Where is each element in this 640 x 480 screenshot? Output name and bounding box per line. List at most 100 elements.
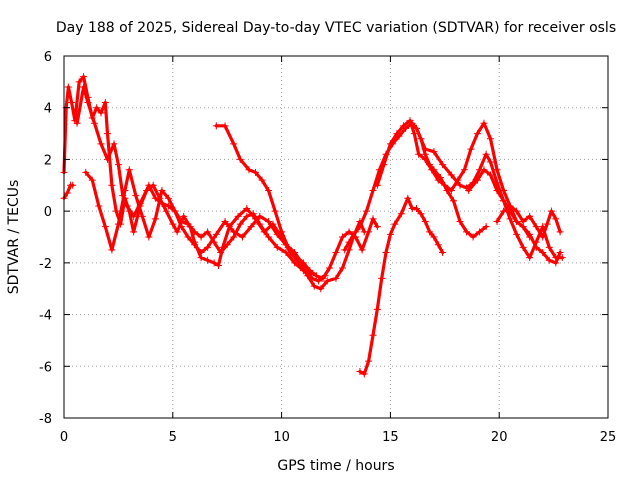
data-point <box>258 176 266 184</box>
data-point <box>312 272 320 280</box>
x-tick-label: 15 <box>382 430 399 445</box>
data-point <box>110 140 118 148</box>
data-point <box>104 155 112 163</box>
data-point <box>434 176 442 184</box>
data-point <box>456 181 464 189</box>
data-point <box>532 223 540 231</box>
series-trace <box>495 204 562 239</box>
data-point <box>356 223 364 231</box>
data-point <box>399 122 407 130</box>
data-point <box>476 228 484 236</box>
data-point <box>382 249 390 257</box>
data-point <box>365 228 373 236</box>
data-point <box>236 155 244 163</box>
data-point <box>317 285 325 293</box>
data-point <box>493 217 501 225</box>
data-point <box>456 217 464 225</box>
data-point <box>158 186 166 194</box>
data-point <box>138 212 146 220</box>
data-point <box>299 267 307 275</box>
data-point <box>104 130 112 138</box>
data-point <box>121 186 129 194</box>
data-point <box>97 140 105 148</box>
data-point <box>413 205 421 213</box>
data-point <box>439 161 447 169</box>
data-point <box>486 158 494 166</box>
data-point <box>519 217 527 225</box>
series-track-11 <box>493 202 564 241</box>
plot-frame <box>63 55 609 419</box>
y-tick-label: 6 <box>44 50 52 65</box>
data-point <box>249 210 257 218</box>
data-point <box>125 166 133 174</box>
data-point <box>197 249 205 257</box>
data-point <box>545 256 553 264</box>
data-point <box>315 277 323 285</box>
data-point <box>447 186 455 194</box>
data-point <box>256 212 264 220</box>
data-point <box>486 135 494 143</box>
data-point <box>184 233 192 241</box>
data-point <box>513 230 521 238</box>
data-point <box>112 207 120 215</box>
data-point <box>460 166 468 174</box>
data-point <box>97 109 105 117</box>
data-point <box>319 274 327 282</box>
data-point <box>417 210 425 218</box>
data-point <box>271 207 279 215</box>
data-point <box>221 217 229 225</box>
data-point <box>345 238 353 246</box>
data-point <box>513 207 521 215</box>
series-trace <box>84 168 314 275</box>
data-point <box>69 181 77 189</box>
data-point <box>469 233 477 241</box>
data-point <box>426 228 434 236</box>
y-tick-label: 0 <box>44 205 52 220</box>
data-point <box>130 228 138 236</box>
data-point <box>84 99 92 107</box>
data-point <box>434 241 442 249</box>
data-point <box>291 259 299 267</box>
data-point <box>386 140 394 148</box>
data-point <box>75 78 83 86</box>
data-point <box>482 150 490 158</box>
x-tick-label: 0 <box>60 430 68 445</box>
data-point <box>145 181 153 189</box>
data-point <box>428 166 436 174</box>
data-point <box>238 233 246 241</box>
data-point <box>386 230 394 238</box>
data-point <box>114 220 122 228</box>
data-point <box>108 246 116 254</box>
data-point <box>369 331 377 339</box>
data-series <box>60 73 566 378</box>
data-point <box>236 220 244 228</box>
data-point <box>212 122 220 130</box>
data-point <box>506 215 514 223</box>
data-point <box>556 249 564 257</box>
data-point <box>500 207 508 215</box>
data-point <box>93 104 101 112</box>
data-point <box>223 241 231 249</box>
data-point <box>282 249 290 257</box>
series-track-1 <box>60 181 77 202</box>
data-point <box>421 155 429 163</box>
data-point <box>178 217 186 225</box>
data-point <box>513 217 521 225</box>
data-point <box>413 124 421 132</box>
series-track-10 <box>465 166 564 267</box>
data-point <box>345 228 353 236</box>
data-point <box>493 186 501 194</box>
chart-title: Day 188 of 2025, Sidereal Day-to-day VTE… <box>56 20 616 36</box>
data-point <box>256 220 264 228</box>
data-point <box>430 148 438 156</box>
data-point <box>415 150 423 158</box>
data-point <box>265 233 273 241</box>
data-point <box>108 181 116 189</box>
data-point <box>151 215 159 223</box>
data-point <box>90 119 98 127</box>
data-point <box>332 274 340 282</box>
data-point <box>64 83 72 91</box>
data-point <box>539 233 547 241</box>
data-point <box>230 233 238 241</box>
